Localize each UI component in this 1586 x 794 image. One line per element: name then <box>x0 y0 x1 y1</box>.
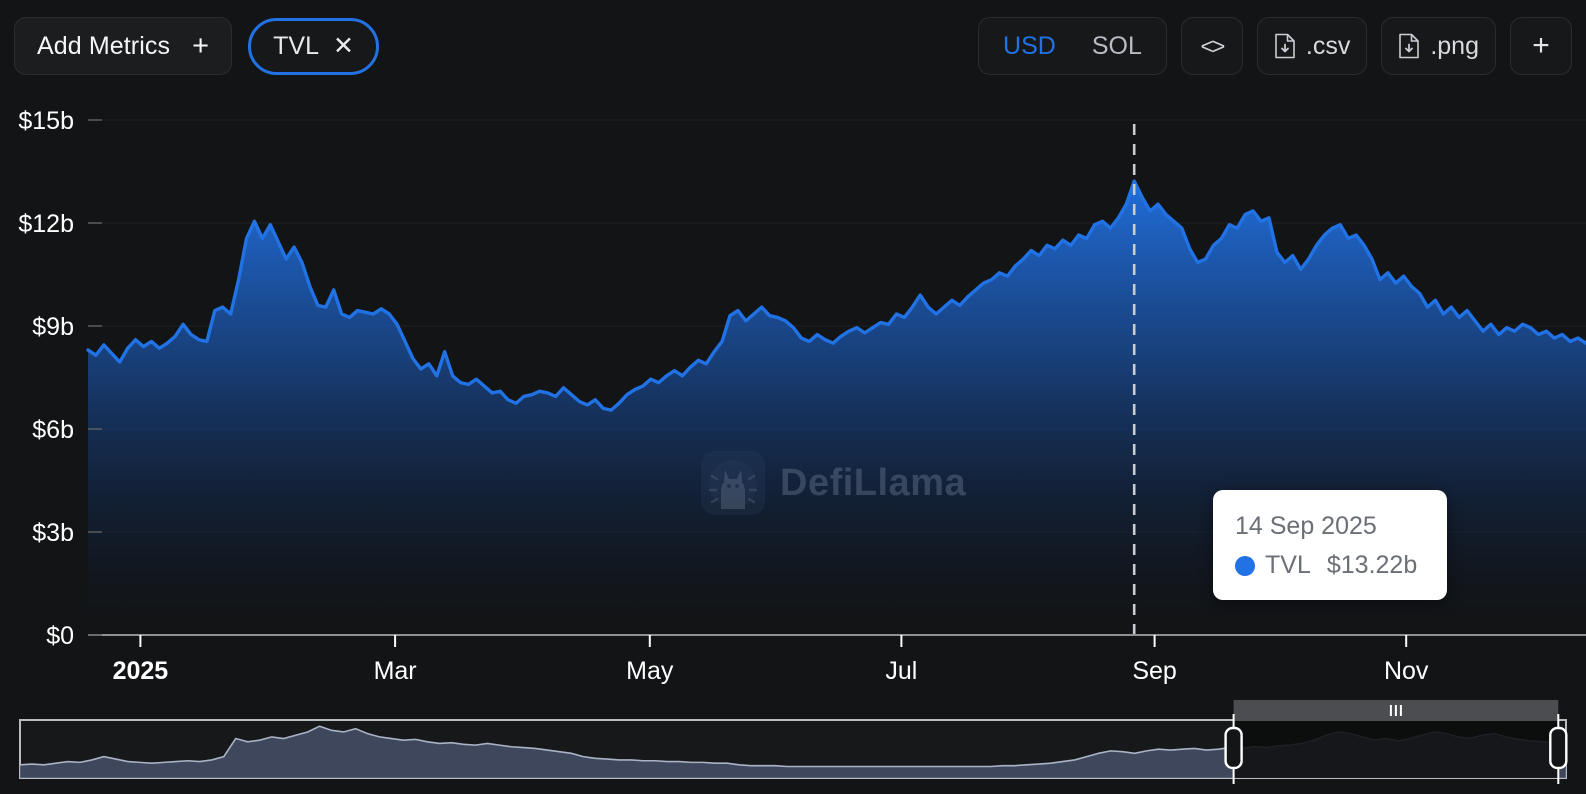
chart-canvas: $0 $3b $6b $9b $12b $15b 2025 Mar May Jul Sep Nov <box>18 107 1586 685</box>
download-csv-button[interactable]: .csv <box>1256 17 1368 75</box>
y-axis-tick-label: $15b <box>18 107 74 135</box>
chart-navigator[interactable] <box>0 690 1586 794</box>
x-axis-tick-label: May <box>626 657 674 685</box>
x-axis-tick-label: Mar <box>374 657 417 685</box>
download-file-icon <box>1398 33 1420 59</box>
tvl-chart[interactable]: $0 $3b $6b $9b $12b $15b 2025 Mar May Jul Sep Nov <box>0 92 1586 690</box>
y-axis-tick-label: $12b <box>18 210 74 238</box>
series-line-tvl <box>86 179 1586 412</box>
line-path <box>86 179 1586 412</box>
area-path <box>88 181 1586 636</box>
metric-chip-label: TVL <box>273 31 319 60</box>
navigator-handle-left[interactable] <box>1224 726 1243 770</box>
plus-icon: + <box>192 29 210 62</box>
navigator-area-fill <box>20 726 1566 778</box>
tooltip-series-name: TVL <box>1265 551 1311 579</box>
add-metrics-label: Add Metrics <box>37 31 171 60</box>
navigator-handle-right[interactable] <box>1549 726 1568 770</box>
area-fill <box>88 181 1586 636</box>
chart-toolbar: Add Metrics + TVL ✕ USD SOL <> <box>0 0 1586 92</box>
toolbar-right-group: USD SOL <> .csv <box>978 17 1572 75</box>
series-color-dot <box>1235 555 1255 576</box>
toolbar-left-group: Add Metrics + TVL ✕ <box>14 17 379 75</box>
metric-chip-tvl[interactable]: TVL ✕ <box>248 17 379 75</box>
tooltip-series-row: TVL $13.22b <box>1235 551 1425 580</box>
add-metrics-button[interactable]: Add Metrics + <box>14 17 233 75</box>
navigator-selection[interactable] <box>20 700 1566 778</box>
y-axis-tick-label: $6b <box>32 416 74 444</box>
x-axis-tick-label: Jul <box>885 657 917 685</box>
currency-option-usd[interactable]: USD <box>1003 31 1056 60</box>
chart-tooltip: 14 Sep 2025 TVL $13.22b <box>1213 490 1447 600</box>
x-axis-tick-label: Sep <box>1132 657 1176 685</box>
y-axis-tick-label: $9b <box>32 313 74 341</box>
close-icon[interactable]: ✕ <box>333 31 354 60</box>
code-icon: <> <box>1200 32 1225 59</box>
tooltip-series-value: $13.22b <box>1326 551 1418 579</box>
currency-option-sol[interactable]: SOL <box>1091 31 1142 60</box>
navigator-handles[interactable] <box>1224 714 1568 784</box>
navigator-selection-area <box>1233 731 1559 778</box>
download-csv-label: .csv <box>1305 31 1351 60</box>
navigator-canvas[interactable] <box>0 690 1586 794</box>
x-axis-labels: 2025 Mar May Jul Sep Nov <box>113 635 1429 685</box>
add-chart-button[interactable]: + <box>1510 17 1572 75</box>
x-axis-tick-label: Nov <box>1384 657 1429 685</box>
download-png-button[interactable]: .png <box>1381 17 1496 75</box>
plus-icon: + <box>1532 29 1550 62</box>
download-png-label: .png <box>1430 31 1479 60</box>
y-axis-labels: $0 $3b $6b $9b $12b $15b <box>18 107 102 650</box>
download-file-icon <box>1274 33 1296 59</box>
x-axis-tick-label: 2025 <box>113 657 169 685</box>
tooltip-date: 14 Sep 2025 <box>1235 512 1377 540</box>
y-axis-tick-label: $0 <box>46 622 74 650</box>
currency-toggle: USD SOL <box>978 17 1167 75</box>
y-axis-tick-label: $3b <box>32 519 74 547</box>
embed-code-button[interactable]: <> <box>1180 17 1243 75</box>
